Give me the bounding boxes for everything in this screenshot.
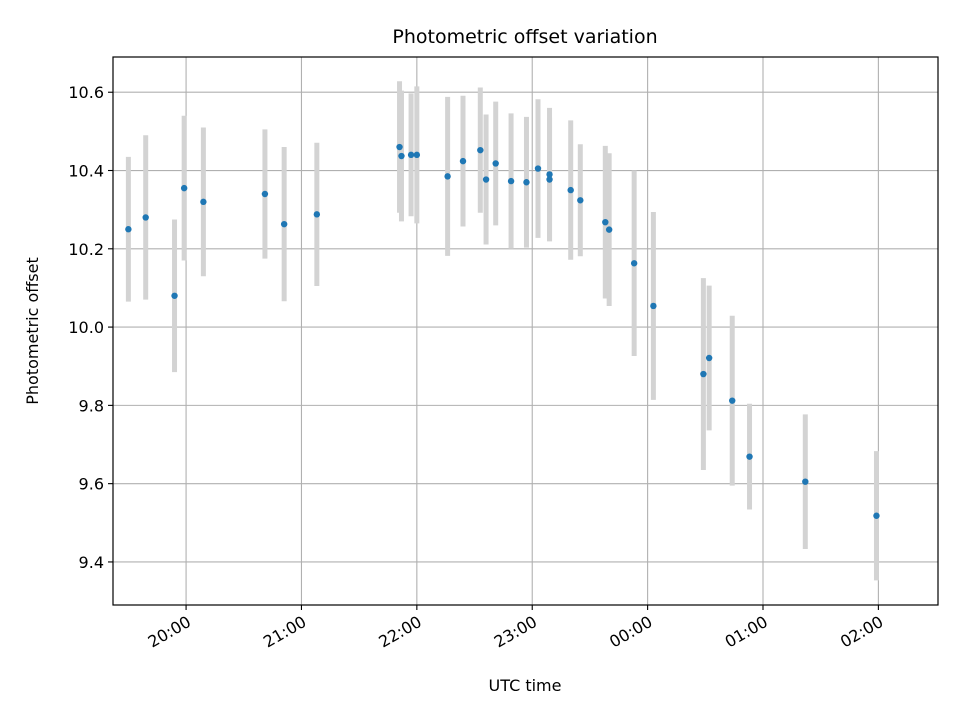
data-point	[746, 453, 753, 460]
data-point	[729, 397, 736, 404]
data-point	[630, 260, 638, 267]
data-point	[650, 302, 657, 310]
data-point	[413, 151, 421, 159]
data-points	[125, 143, 880, 519]
plot-frame	[112, 56, 939, 606]
data-point	[142, 214, 149, 221]
y-axis-label: Photometric offset	[23, 257, 42, 405]
data-point	[280, 220, 288, 228]
data-point	[705, 354, 713, 362]
data-point	[477, 146, 484, 154]
data-point	[602, 218, 609, 226]
data-point	[567, 186, 574, 194]
data-point	[700, 370, 707, 378]
x-axis-label: UTC time	[489, 676, 562, 695]
y-tick-label: 10.0	[68, 318, 104, 337]
data-point	[577, 197, 584, 204]
data-point	[523, 179, 530, 186]
y-axis: 9.4 9.6 9.8 10.0 10.2 10.4 10.6	[68, 83, 113, 572]
data-point	[507, 177, 515, 185]
data-point	[261, 190, 269, 198]
chart-title: Photometric offset variation	[392, 26, 657, 48]
y-tick-label: 10.6	[68, 83, 104, 102]
data-point	[407, 151, 415, 159]
data-point	[396, 143, 403, 151]
data-point	[444, 173, 451, 180]
data-point	[492, 160, 499, 167]
data-point	[125, 226, 132, 233]
y-tick-label: 9.8	[79, 396, 104, 415]
data-point	[313, 211, 321, 218]
y-tick-label: 10.2	[68, 240, 104, 259]
data-point	[180, 184, 188, 192]
data-point	[398, 152, 405, 160]
data-point	[534, 165, 542, 172]
y-tick-label: 10.4	[68, 162, 104, 181]
data-point	[459, 157, 467, 165]
y-tick-label: 9.6	[79, 475, 104, 494]
data-point	[546, 171, 553, 178]
data-point	[802, 478, 809, 485]
data-point	[171, 292, 178, 299]
data-point	[546, 176, 553, 183]
data-point	[200, 198, 207, 206]
data-point	[482, 176, 490, 183]
data-point	[605, 226, 613, 233]
data-point	[873, 512, 880, 519]
y-tick-label: 9.4	[79, 553, 104, 572]
